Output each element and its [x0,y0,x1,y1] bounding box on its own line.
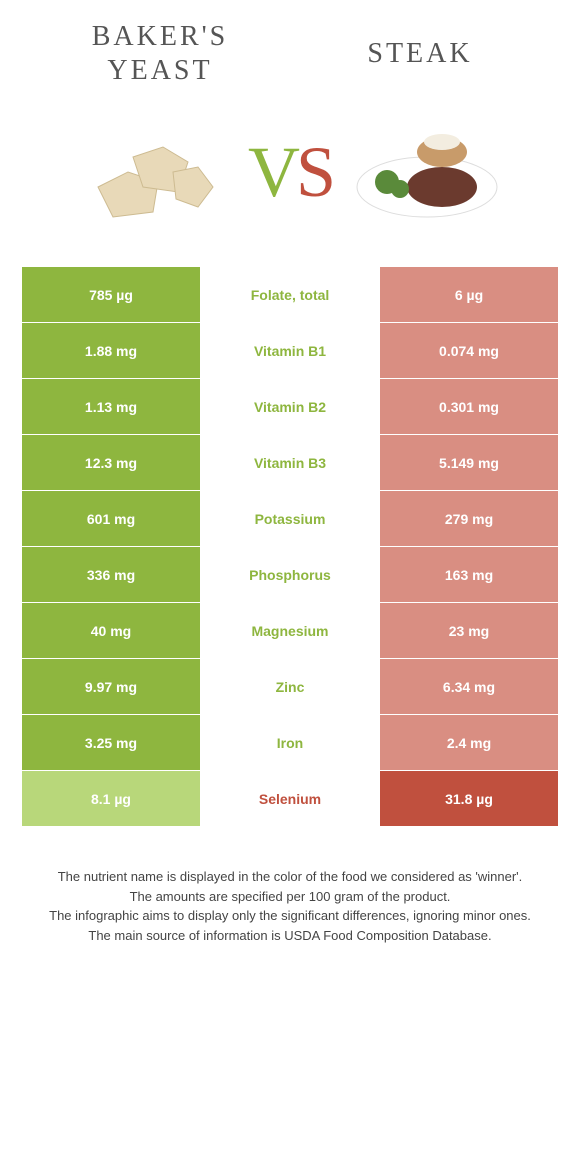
value-left: 336 mg [22,547,200,602]
footnotes: The nutrient name is displayed in the co… [0,827,580,945]
nutrient-row: 1.13 mgVitamin B20.301 mg [22,379,558,435]
nutrient-label: Zinc [200,659,380,714]
value-left: 1.88 mg [22,323,200,378]
value-left: 3.25 mg [22,715,200,770]
vs-s: S [296,132,332,212]
footnote-line: The infographic aims to display only the… [30,906,550,926]
nutrient-row: 336 mgPhosphorus163 mg [22,547,558,603]
value-right: 23 mg [380,603,558,658]
nutrient-row: 1.88 mgVitamin B10.074 mg [22,323,558,379]
nutrient-row: 8.1 µgSelenium31.8 µg [22,771,558,827]
value-left: 8.1 µg [22,771,200,826]
value-left: 1.13 mg [22,379,200,434]
yeast-icon [78,117,228,227]
vs-v: V [248,132,296,212]
footnote-line: The nutrient name is displayed in the co… [30,867,550,887]
nutrient-row: 12.3 mgVitamin B35.149 mg [22,435,558,491]
nutrient-label: Folate, total [200,267,380,322]
value-right: 0.301 mg [380,379,558,434]
nutrient-table: 785 µgFolate, total6 µg1.88 mgVitamin B1… [0,267,580,827]
value-left: 40 mg [22,603,200,658]
nutrient-label: Magnesium [200,603,380,658]
value-right: 6.34 mg [380,659,558,714]
value-right: 279 mg [380,491,558,546]
header: BAKER'S YEAST STEAK [0,0,580,87]
value-right: 2.4 mg [380,715,558,770]
nutrient-label: Vitamin B2 [200,379,380,434]
food-title-right: STEAK [320,37,520,71]
value-left: 9.97 mg [22,659,200,714]
versus-row: VS [0,87,580,267]
nutrient-row: 9.97 mgZinc6.34 mg [22,659,558,715]
value-right: 31.8 µg [380,771,558,826]
value-right: 6 µg [380,267,558,322]
food-image-right [352,117,502,227]
value-left: 12.3 mg [22,435,200,490]
value-right: 5.149 mg [380,435,558,490]
nutrient-label: Vitamin B3 [200,435,380,490]
nutrient-label: Vitamin B1 [200,323,380,378]
footnote-line: The main source of information is USDA F… [30,926,550,946]
food-image-left [78,117,228,227]
nutrient-row: 40 mgMagnesium23 mg [22,603,558,659]
value-right: 163 mg [380,547,558,602]
value-right: 0.074 mg [380,323,558,378]
footnote-line: The amounts are specified per 100 gram o… [30,887,550,907]
nutrient-row: 785 µgFolate, total6 µg [22,267,558,323]
nutrient-row: 601 mgPotassium279 mg [22,491,558,547]
nutrient-label: Iron [200,715,380,770]
nutrient-label: Selenium [200,771,380,826]
value-left: 601 mg [22,491,200,546]
nutrient-label: Phosphorus [200,547,380,602]
nutrient-label: Potassium [200,491,380,546]
vs-label: VS [248,131,332,214]
nutrient-row: 3.25 mgIron2.4 mg [22,715,558,771]
value-left: 785 µg [22,267,200,322]
steak-icon [352,117,502,227]
food-title-left: BAKER'S YEAST [60,20,260,87]
